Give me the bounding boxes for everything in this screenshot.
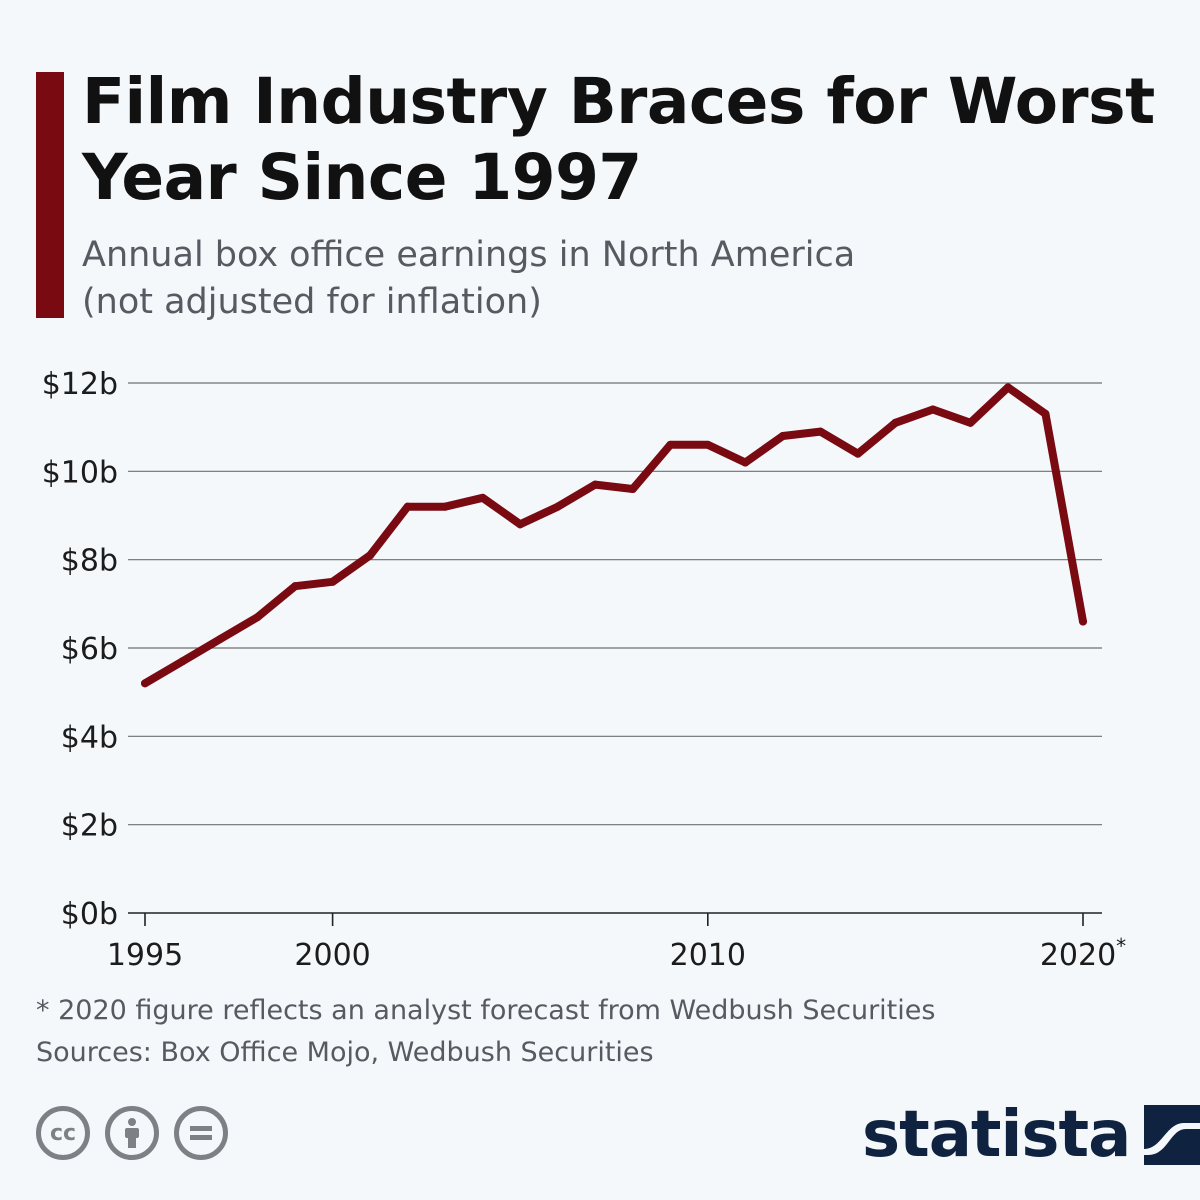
series-line: [141, 383, 1087, 688]
y-tick-label: $10b: [42, 455, 118, 490]
data-point: [141, 679, 149, 688]
series-layer: [141, 383, 1087, 688]
data-point: [1003, 383, 1012, 392]
data-point: [628, 485, 637, 493]
chart-subtitle: Annual box office earnings in North Amer…: [82, 232, 1162, 326]
data-point: [516, 520, 525, 529]
y-axis-tick-labels: $0b $2b $4b $6b $8b $10b $12b: [42, 367, 118, 932]
attribution-icon[interactable]: [105, 1106, 159, 1160]
data-point: [328, 577, 337, 586]
forecast-footnote: * 2020 figure reflects an analyst foreca…: [36, 995, 936, 1026]
data-point: [478, 493, 487, 502]
y-tick-label: $2b: [61, 809, 118, 844]
x-tick-asterisk: *: [1116, 934, 1126, 958]
statista-logo-icon: [1144, 1105, 1200, 1165]
data-point: [741, 458, 750, 467]
data-point: [253, 613, 262, 622]
line-chart: $0b $2b $4b $6b $8b $10b $12b 1995 2000 2010 2020…: [42, 367, 1126, 973]
x-tick-label: 2020*: [1040, 934, 1126, 973]
data-point: [591, 480, 600, 489]
data-point: [891, 418, 900, 427]
data-point: [853, 449, 862, 458]
subtitle-line-2: (not adjusted for inflation): [82, 282, 542, 322]
data-point: [1079, 617, 1087, 626]
x-tick-label: 2000: [294, 938, 370, 973]
data-point: [703, 440, 712, 449]
y-tick-label: $4b: [61, 720, 118, 755]
grid-lines: [128, 382, 1102, 914]
x-tick-label: 2010: [670, 938, 746, 973]
chart-title: Film Industry Braces for Worst Year Sinc…: [82, 65, 1155, 214]
person-glyph: [125, 1118, 139, 1148]
data-point: [666, 440, 675, 449]
statista-brand[interactable]: statista: [862, 1098, 1200, 1172]
data-point: [816, 427, 825, 436]
y-tick-label: $6b: [61, 632, 118, 667]
data-point: [553, 502, 562, 511]
y-tick-label: $8b: [61, 544, 118, 579]
title-accent-bar: [36, 72, 64, 318]
y-tick-label: $0b: [61, 897, 118, 932]
subtitle-line-1: Annual box office earnings in North Amer…: [82, 235, 856, 275]
x-axis-ticks: 1995 2000 2010 2020*: [107, 913, 1126, 973]
no-derivatives-icon[interactable]: [174, 1106, 228, 1160]
x-tick-label: 1995: [107, 938, 183, 973]
data-point: [291, 582, 300, 591]
data-point: [403, 502, 412, 511]
sources-note: Sources: Box Office Mojo, Wedbush Securi…: [36, 1037, 654, 1068]
chart-footnotes: * 2020 figure reflects an analyst foreca…: [36, 990, 935, 1074]
license-icons: cc: [36, 1106, 228, 1160]
equals-glyph: [190, 1126, 212, 1140]
data-point: [366, 551, 375, 560]
data-point: [1041, 409, 1050, 418]
y-tick-label: $12b: [42, 367, 118, 402]
data-point: [928, 405, 937, 414]
creative-commons-icon[interactable]: cc: [36, 1106, 90, 1160]
data-point: [778, 432, 787, 440]
data-point: [441, 502, 450, 511]
data-point: [966, 418, 975, 427]
data-point: [216, 635, 225, 644]
brand-wordmark: statista: [862, 1098, 1131, 1172]
data-point: [178, 657, 187, 666]
